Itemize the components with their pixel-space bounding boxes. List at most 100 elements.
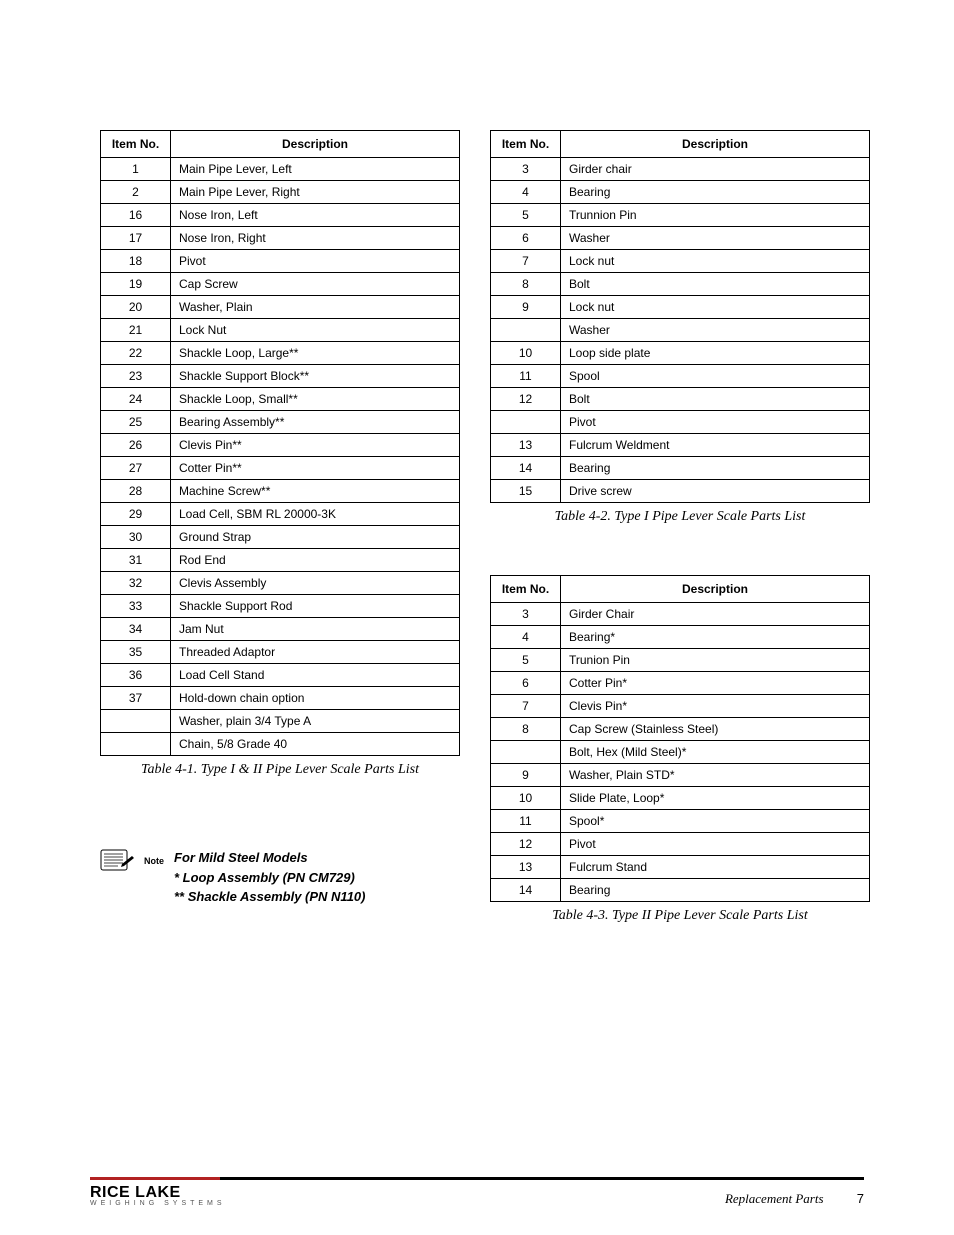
cell-itemno: 9 (491, 764, 561, 787)
cell-itemno: 5 (491, 649, 561, 672)
cell-description: Loop side plate (561, 342, 870, 365)
note-label: Note (144, 848, 164, 874)
cell-description: Load Cell Stand (171, 664, 460, 687)
table-row: 3Girder Chair (491, 603, 870, 626)
table-row: 9Lock nut (491, 296, 870, 319)
table-row: 13Fulcrum Stand (491, 856, 870, 879)
cell-description: Pivot (561, 411, 870, 434)
cell-itemno: 7 (491, 695, 561, 718)
table-row: 35Threaded Adaptor (101, 641, 460, 664)
table-row: 37Hold-down chain option (101, 687, 460, 710)
cell-itemno: 35 (101, 641, 171, 664)
cell-itemno: 23 (101, 365, 171, 388)
cell-description: Drive screw (561, 480, 870, 503)
parts-table-2: Item No. Description 3Girder chair4Beari… (490, 130, 870, 503)
cell-itemno: 12 (491, 388, 561, 411)
table-row: 25Bearing Assembly** (101, 411, 460, 434)
table-row: 29Load Cell, SBM RL 20000-3K (101, 503, 460, 526)
col-header-description: Description (171, 131, 460, 158)
table-row: 7Lock nut (491, 250, 870, 273)
cell-description: Shackle Loop, Small** (171, 388, 460, 411)
cell-description: Slide Plate, Loop* (561, 787, 870, 810)
cell-itemno: 30 (101, 526, 171, 549)
footer-right: Replacement Parts 7 (725, 1191, 864, 1207)
cell-description: Machine Screw** (171, 480, 460, 503)
cell-itemno: 8 (491, 273, 561, 296)
table-row: 5Trunnion Pin (491, 204, 870, 227)
table-row: 36Load Cell Stand (101, 664, 460, 687)
cell-itemno: 13 (491, 434, 561, 457)
table-row: 8Bolt (491, 273, 870, 296)
table-row: 20Washer, Plain (101, 296, 460, 319)
table-row: 31Rod End (101, 549, 460, 572)
page-footer: RICE LAKE WEIGHING SYSTEMS Replacement P… (90, 1177, 864, 1207)
note-text: For Mild Steel Models * Loop Assembly (P… (174, 848, 365, 907)
note-icon (100, 848, 134, 874)
cell-description: Bolt (561, 273, 870, 296)
cell-itemno: 14 (491, 879, 561, 902)
table-row: 11Spool* (491, 810, 870, 833)
cell-itemno (491, 319, 561, 342)
cell-description: Shackle Support Rod (171, 595, 460, 618)
cell-description: Washer, Plain STD* (561, 764, 870, 787)
cell-description: Fulcrum Stand (561, 856, 870, 879)
footer-page-number: 7 (857, 1191, 864, 1206)
cell-itemno (101, 733, 171, 756)
cell-description: Main Pipe Lever, Left (171, 158, 460, 181)
table-row: 11Spool (491, 365, 870, 388)
table-row: 4Bearing* (491, 626, 870, 649)
table-row: 30Ground Strap (101, 526, 460, 549)
cell-itemno: 2 (101, 181, 171, 204)
table-row: 34Jam Nut (101, 618, 460, 641)
cell-itemno: 29 (101, 503, 171, 526)
col-header-itemno: Item No. (491, 131, 561, 158)
cell-description: Pivot (171, 250, 460, 273)
cell-itemno: 14 (491, 457, 561, 480)
cell-description: Bearing* (561, 626, 870, 649)
cell-itemno: 17 (101, 227, 171, 250)
table-1-caption: Table 4-1. Type I & II Pipe Lever Scale … (100, 762, 460, 778)
cell-description: Cap Screw (171, 273, 460, 296)
cell-description: Pivot (561, 833, 870, 856)
cell-itemno: 3 (491, 603, 561, 626)
cell-description: Bearing (561, 181, 870, 204)
cell-description: Cotter Pin** (171, 457, 460, 480)
cell-itemno: 25 (101, 411, 171, 434)
table-row: 7Clevis Pin* (491, 695, 870, 718)
table-row: 26Clevis Pin** (101, 434, 460, 457)
table-row: 13Fulcrum Weldment (491, 434, 870, 457)
cell-itemno: 13 (491, 856, 561, 879)
table-row: 6Cotter Pin* (491, 672, 870, 695)
cell-itemno: 31 (101, 549, 171, 572)
cell-itemno: 36 (101, 664, 171, 687)
cell-description: Cotter Pin* (561, 672, 870, 695)
table-row: 12Pivot (491, 833, 870, 856)
cell-itemno: 9 (491, 296, 561, 319)
cell-itemno (101, 710, 171, 733)
cell-itemno: 11 (491, 365, 561, 388)
cell-description: Spool (561, 365, 870, 388)
table-row: 27Cotter Pin** (101, 457, 460, 480)
cell-description: Bearing Assembly** (171, 411, 460, 434)
cell-description: Trunion Pin (561, 649, 870, 672)
cell-itemno: 15 (491, 480, 561, 503)
table-row: 19Cap Screw (101, 273, 460, 296)
table-3-caption: Table 4-3. Type II Pipe Lever Scale Part… (490, 908, 870, 924)
cell-description: Washer (561, 227, 870, 250)
cell-description: Trunnion Pin (561, 204, 870, 227)
table-row: 21Lock Nut (101, 319, 460, 342)
cell-itemno: 8 (491, 718, 561, 741)
table-row: 15Drive screw (491, 480, 870, 503)
table-row: 24Shackle Loop, Small** (101, 388, 460, 411)
cell-description: Bolt (561, 388, 870, 411)
cell-itemno: 33 (101, 595, 171, 618)
table-row: 1Main Pipe Lever, Left (101, 158, 460, 181)
footer-section: Replacement Parts (725, 1191, 824, 1206)
table-row: 32Clevis Assembly (101, 572, 460, 595)
cell-itemno: 32 (101, 572, 171, 595)
cell-description: Bolt, Hex (Mild Steel)* (561, 741, 870, 764)
cell-description: Washer, Plain (171, 296, 460, 319)
table-row: 17Nose Iron, Right (101, 227, 460, 250)
cell-description: Hold-down chain option (171, 687, 460, 710)
cell-description: Lock nut (561, 250, 870, 273)
